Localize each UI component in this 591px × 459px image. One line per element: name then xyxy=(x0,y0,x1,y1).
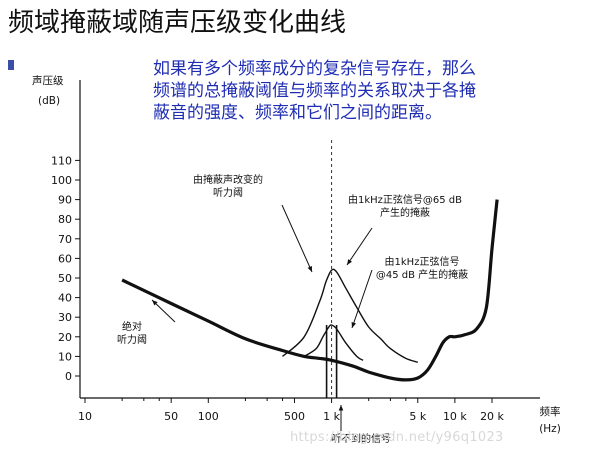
slide-title: 频域掩蔽域随声压级变化曲线 xyxy=(8,8,347,38)
masking-45db-curve xyxy=(303,324,364,361)
y-tick-label: 70 xyxy=(58,233,72,246)
y-tick-label: 30 xyxy=(58,311,72,324)
annotation-text: 产生的掩蔽 xyxy=(380,206,430,219)
y-axis-label: (dB) xyxy=(38,95,60,107)
annotation-arrow xyxy=(346,227,373,266)
y-tick-label: 10 xyxy=(58,350,72,363)
x-tick-label: 10 k xyxy=(443,410,467,423)
x-tick-label: 50 xyxy=(164,410,178,423)
y-tick-label: 90 xyxy=(58,194,72,207)
y-tick-label: 0 xyxy=(65,370,72,383)
annotation-text: 由1kHz正弦信号@65 dB xyxy=(348,193,462,206)
annotation-text: 由掩蔽声改变的 xyxy=(193,173,263,186)
x-axis-label: (Hz) xyxy=(539,423,561,435)
annotation-text: 由1kHz正弦信号 xyxy=(385,255,460,268)
y-tick-label: 50 xyxy=(58,272,72,285)
annotation-text: 听力阈 xyxy=(117,333,147,346)
explanation-text: 如果有多个频率成分的复杂信号存在，那么 频谱的总掩蔽阈值与频率的关系取决于各掩 … xyxy=(153,58,573,124)
annotation-text: @45 dB 产生的掩蔽 xyxy=(376,268,468,281)
annotation-text: 绝对 xyxy=(122,320,142,333)
annotation-arrow xyxy=(351,269,373,329)
annotation-arrowhead xyxy=(338,405,344,411)
x-tick-label: 10 xyxy=(78,410,92,423)
x-axis-label: 频率 xyxy=(540,405,561,418)
y-tick-label: 80 xyxy=(58,213,72,226)
annotation-arrowhead xyxy=(152,300,158,306)
y-axis-label: 声压级 xyxy=(32,74,64,87)
absolute-threshold-curve xyxy=(121,199,499,382)
x-tick-label: 500 xyxy=(284,410,305,423)
explanation-line-1: 如果有多个频率成分的复杂信号存在，那么 xyxy=(153,59,476,79)
annotation-arrowhead xyxy=(351,322,356,328)
x-tick-label: 100 xyxy=(198,410,219,423)
annotation-masking-45db: 由1kHz正弦信号@45 dB 产生的掩蔽 xyxy=(351,255,468,329)
x-tick-label: 1 k xyxy=(323,410,340,423)
explanation-line-2: 频谱的总掩蔽阈值与频率的关系取决于各掩 xyxy=(153,81,476,101)
x-tick-label: 5 k xyxy=(409,410,426,423)
bullet-marker xyxy=(8,60,14,70)
y-tick-label: 100 xyxy=(51,174,72,187)
annotation-arrow xyxy=(281,204,313,273)
annotation-arrowhead xyxy=(307,266,312,272)
annotation-inaudible-signal: 听不到的信号 xyxy=(331,405,391,445)
masking-65db-curve xyxy=(282,268,419,363)
y-tick-label: 20 xyxy=(58,331,72,344)
annotation-text: 听力阈 xyxy=(213,186,243,199)
annotation-arrowhead xyxy=(347,259,352,265)
explanation-line-3: 蔽音的强度、频率和它们之间的距离。 xyxy=(153,103,442,123)
x-tick-label: 20 k xyxy=(480,410,504,423)
watermark-text: https://blog.csdn.net/y96q1023 xyxy=(290,430,504,445)
annotation-text: 听不到的信号 xyxy=(331,432,391,445)
y-tick-label: 60 xyxy=(58,252,72,265)
y-tick-label: 110 xyxy=(51,154,72,167)
y-tick-label: 40 xyxy=(58,292,72,305)
